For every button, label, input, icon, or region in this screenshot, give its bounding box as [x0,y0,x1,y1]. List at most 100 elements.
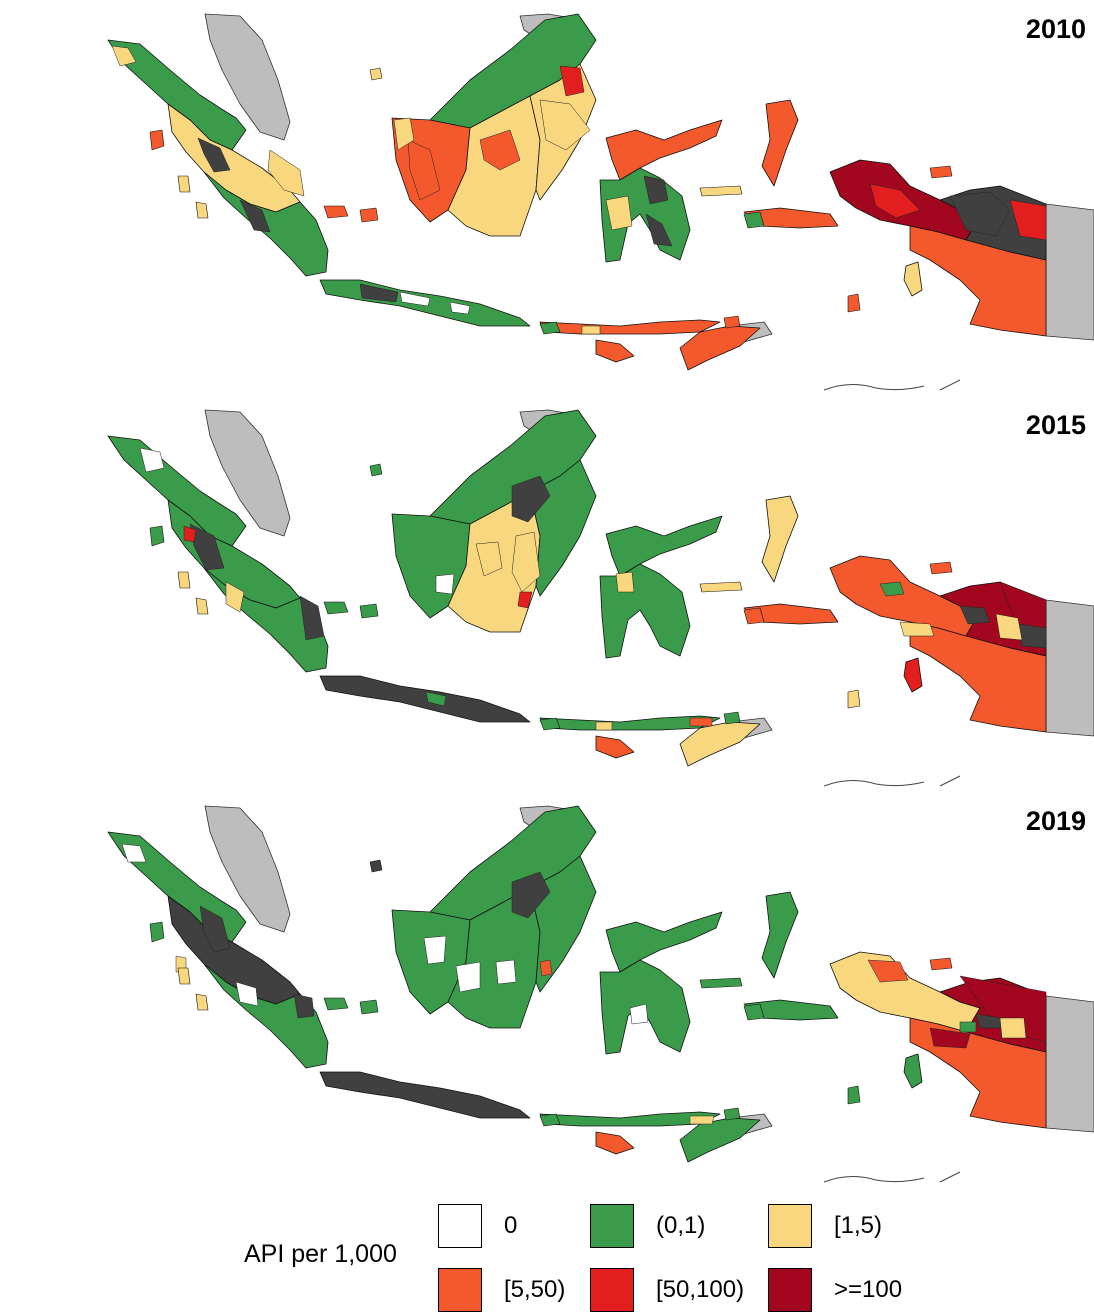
legend-label-5-50: [5,50) [504,1276,566,1303]
mentawai1-island [177,967,191,985]
java-wh2 [449,301,471,315]
java-grn [425,691,447,707]
papua-s-region [909,225,1047,337]
map-panel-2019: 2019 [0,792,1094,1188]
pap-grn [959,1021,977,1033]
brn-red [539,959,553,977]
pap-dark [959,605,991,625]
map-panel-2015: 2015 [0,396,1094,792]
halmahera-region [761,495,799,583]
java-region [319,1071,531,1119]
indonesia-map-2015 [107,409,1094,787]
brn-dark [511,475,551,523]
flores-e-island [723,1107,741,1121]
sumba-region [595,339,635,363]
biak-island [929,561,953,575]
timor-region [679,721,761,767]
sul-yel [615,571,635,593]
sumatra-n-region [107,435,247,547]
sulawesi-n-region [605,119,723,181]
legend-label-0-1: (0,1) [656,1212,706,1239]
pap-red2 [929,1027,971,1049]
aru-region [903,657,923,693]
java-dark [359,283,399,303]
legend-swatch-1-5 [768,1204,812,1248]
brn-yel2 [511,531,541,593]
malaysia-pen-shape [204,409,291,537]
legend-title: API per 1,000 [244,1240,397,1268]
bali-island [539,1113,561,1127]
brn-red [517,591,533,609]
legend-swatch-5-50 [438,1268,482,1312]
png-east-shape [1045,995,1094,1133]
smt-dark [189,523,225,571]
pap-ora [867,959,909,983]
legend-item-50-100: [50,100) [590,1268,744,1312]
mentawai1-island [177,175,191,193]
bangka-island [323,997,349,1011]
java-wh1 [399,291,431,307]
belitung-island [359,207,379,223]
smt-white [235,981,259,1007]
halmahera-region [761,99,799,187]
legend-label-0: 0 [504,1212,518,1239]
legend-item-ge100: >=100 [768,1268,902,1312]
legend-item-1-5: [1,5) [768,1204,882,1248]
nusa-y [595,721,613,731]
nias-island [149,921,165,943]
timor-region [679,325,761,371]
bali-island [539,321,561,335]
legend-item-5-50: [5,50) [438,1268,565,1312]
mentawai2-island [195,201,209,219]
legend-swatch-ge100 [768,1268,812,1312]
malaysia-pen-shape [204,13,291,141]
nusa1-region [539,319,721,335]
year-label-2010: 2010 [1025,14,1086,44]
brn-wh2 [455,961,481,993]
legend-swatch-50-100 [590,1268,634,1312]
sulawesi-n-region [605,911,723,973]
brn-dark [511,871,551,919]
kei-island [847,1085,861,1105]
ach-patch [111,45,137,67]
nusa-y [689,1115,715,1125]
legend-item-0: 0 [438,1204,517,1248]
sumatra-n-region [107,39,247,151]
sul-wh [629,1003,649,1025]
indonesia-map-2019 [107,805,1094,1183]
aru-region [903,1053,923,1089]
png-east-shape [1045,599,1094,737]
malaysia-pen-shape [204,805,291,933]
brn-yel-e [539,99,591,151]
belitung-island [359,999,379,1015]
smt-dark [199,905,231,953]
smt-dark [197,137,231,173]
bali-island [539,717,561,731]
java-region [319,675,531,723]
nias-island [149,129,165,151]
buru-island [743,1003,765,1021]
brn-yel-w [393,117,415,151]
bangka-island [323,601,349,615]
sula-island [699,977,743,989]
legend-item-0-1: (0,1) [590,1204,705,1248]
nusa-y [581,325,601,335]
legend-label-ge100: >=100 [834,1276,903,1303]
halmahera-region [761,891,799,979]
year-label-2015: 2015 [1025,410,1086,440]
pap-yel [999,1017,1027,1039]
ach-white [121,843,147,863]
brn-wh [435,573,455,595]
ach-white [139,447,165,473]
sulawesi-n-region [605,515,723,577]
biak-island [929,165,953,179]
sula-island [699,185,743,197]
australia-coast [823,379,961,391]
belitung-island [359,603,379,619]
sula-island [699,581,743,593]
smt-dark2 [299,595,325,641]
pap-dark2 [1017,623,1047,649]
sumba-region [595,1131,635,1155]
png-east-shape [1045,203,1094,341]
indonesia-map-2010 [107,13,1094,391]
